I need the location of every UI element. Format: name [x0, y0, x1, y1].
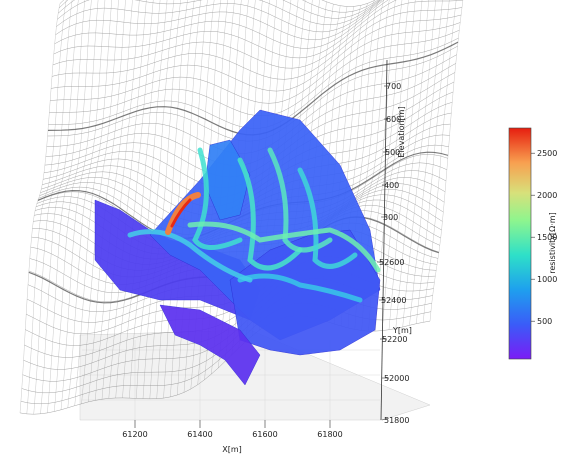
- colorbar: [508, 127, 532, 360]
- z-tick-label: 400: [384, 181, 399, 190]
- colorbar-tick-label: 1000: [537, 275, 557, 284]
- high-resistivity-anomaly: [165, 192, 201, 235]
- colorbar-label: resistivity[Ω·m]: [548, 212, 557, 273]
- z-tick-label: 500: [385, 148, 400, 157]
- conductive-band-4: [297, 167, 358, 269]
- z-tick-label: 300: [383, 213, 398, 222]
- colorbar-tick-label: 2500: [537, 149, 557, 158]
- conductive-band-5: [187, 221, 381, 273]
- x-tick-label: 61800: [317, 430, 342, 439]
- z-tick-label: 700: [386, 82, 401, 91]
- y-tick-label: 52000: [384, 374, 409, 383]
- high-resistivity-core: [170, 198, 192, 228]
- y-tick-label: 52400: [381, 296, 406, 305]
- conductive-band-3: [267, 147, 333, 253]
- x-tick-label: 61400: [187, 430, 212, 439]
- z-axis-label: Elevation[m]: [397, 106, 406, 157]
- y-axis-ticks: 52600 52400 52200 52000 51800: [377, 258, 409, 425]
- y-tick-mark: [381, 417, 390, 421]
- x-tick-label: 61200: [122, 430, 147, 439]
- y-tick-label: 52200: [382, 335, 407, 344]
- z-axis-line: [380, 59, 388, 421]
- x-tick-label: 61600: [252, 430, 277, 439]
- resistivity-sections: [94, 109, 381, 386]
- conductive-band-6: [237, 273, 363, 303]
- conductive-band-2: [237, 157, 303, 271]
- y-tick-label: 51800: [384, 416, 409, 425]
- conductive-band-7: [127, 229, 253, 283]
- x-axis-label: X[m]: [222, 445, 242, 454]
- conductive-band-1: [192, 147, 243, 250]
- z-axis-ticks: 700 600 500 400 300: [381, 82, 401, 222]
- y-tick-label: 52600: [379, 258, 404, 267]
- colorbar-tick-label: 500: [537, 317, 552, 326]
- floor-grid: [82, 340, 380, 420]
- z-tick-label: 600: [386, 115, 401, 124]
- colorbar-tick-label: 2000: [537, 191, 557, 200]
- y-axis-label: Y[m]: [392, 326, 412, 335]
- x-axis-ticks: 61200 61400 61600 61800: [122, 420, 343, 439]
- colorbar-ticks: 2500 2000 1500 1000 500: [531, 149, 557, 326]
- colorbar-tick-label: 1500: [537, 233, 557, 242]
- section-patch-4: [159, 304, 261, 386]
